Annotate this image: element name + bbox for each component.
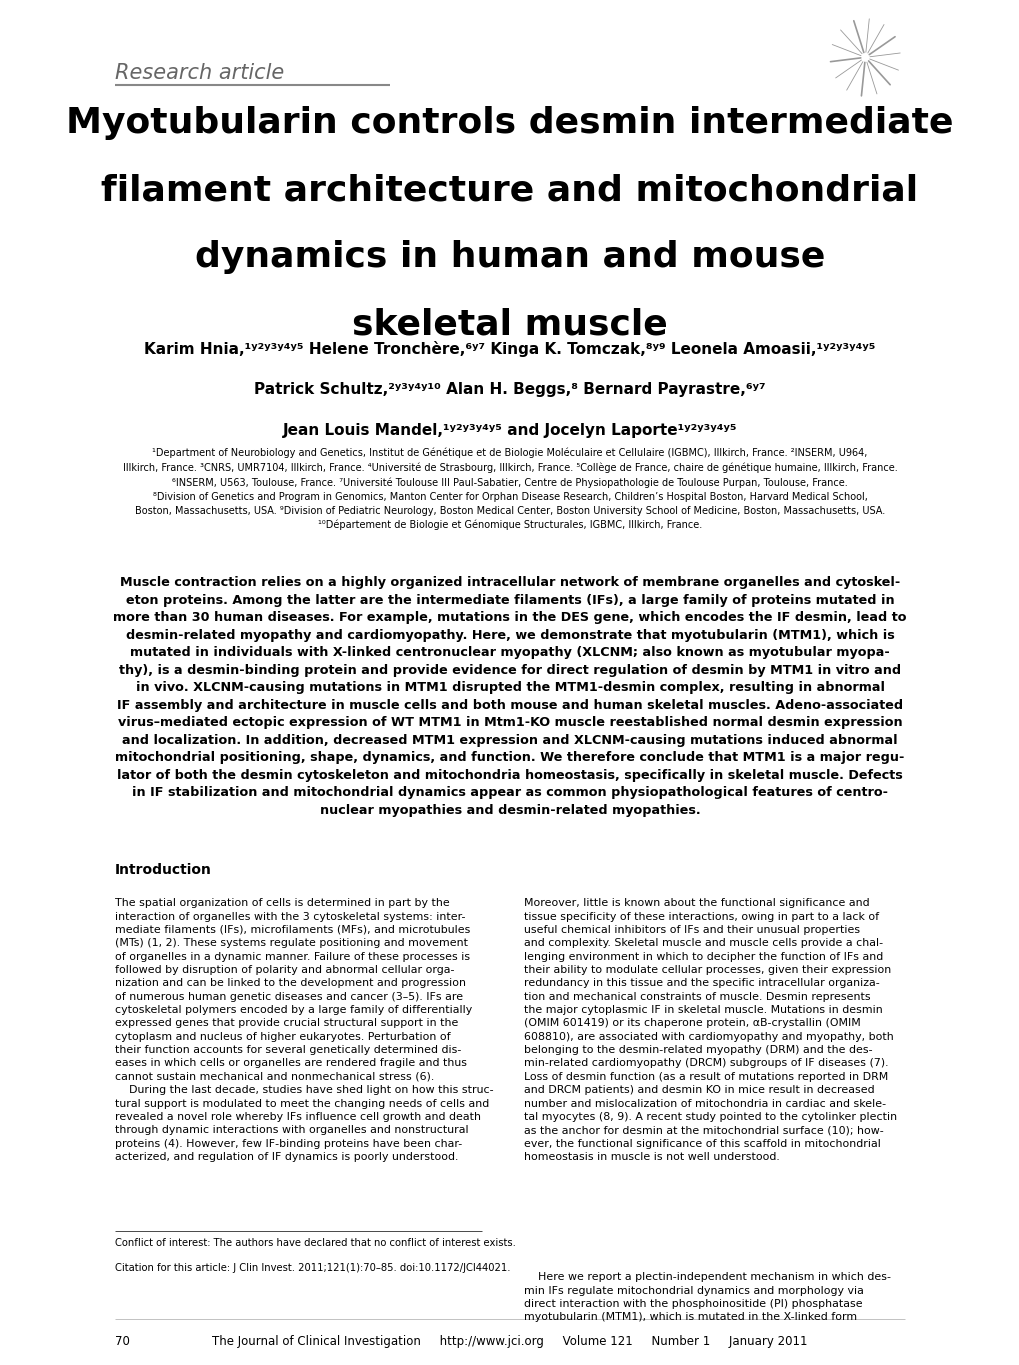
Text: Muscle contraction relies on a highly organized intracellular network of membran: Muscle contraction relies on a highly or… — [113, 576, 906, 816]
Text: Research article: Research article — [115, 63, 284, 83]
Text: Here we report a plectin-independent mechanism in which des-
min IFs regulate mi: Here we report a plectin-independent mec… — [524, 1272, 890, 1323]
Text: ¹Department of Neurobiology and Genetics, Institut de Génétique et de Biologie M: ¹Department of Neurobiology and Genetics… — [122, 448, 897, 531]
Text: Patrick Schultz,²ʸ³ʸ⁴ʸ¹⁰ Alan H. Beggs,⁸ Bernard Payrastre,⁶ʸ⁷: Patrick Schultz,²ʸ³ʸ⁴ʸ¹⁰ Alan H. Beggs,⁸… — [254, 382, 765, 397]
Text: filament architecture and mitochondrial: filament architecture and mitochondrial — [101, 173, 918, 207]
Text: Karim Hnia,¹ʸ²ʸ³ʸ⁴ʸ⁵ Helene Tronchère,⁶ʸ⁷ Kinga K. Tomczak,⁸ʸ⁹ Leonela Amoasii,¹: Karim Hnia,¹ʸ²ʸ³ʸ⁴ʸ⁵ Helene Tronchère,⁶ʸ… — [144, 341, 875, 358]
Text: The spatial organization of cells is determined in part by the
interaction of or: The spatial organization of cells is det… — [115, 898, 493, 1162]
Text: Myotubularin controls desmin intermediate: Myotubularin controls desmin intermediat… — [66, 106, 953, 141]
Text: Citation for this article: J Clin Invest. 2011;121(1):70–85. doi:10.1172/JCI4402: Citation for this article: J Clin Invest… — [115, 1263, 510, 1272]
Text: skeletal muscle: skeletal muscle — [352, 307, 667, 341]
Text: Moreover, little is known about the functional significance and
tissue specifici: Moreover, little is known about the func… — [524, 898, 896, 1162]
Text: dynamics in human and mouse: dynamics in human and mouse — [195, 240, 824, 274]
Text: Conflict of interest: The authors have declared that no conflict of interest exi: Conflict of interest: The authors have d… — [115, 1238, 516, 1248]
Text: Jean Louis Mandel,¹ʸ²ʸ³ʸ⁴ʸ⁵ and Jocelyn Laporte¹ʸ²ʸ³ʸ⁴ʸ⁵: Jean Louis Mandel,¹ʸ²ʸ³ʸ⁴ʸ⁵ and Jocelyn … — [282, 423, 737, 438]
Text: 70: 70 — [115, 1335, 129, 1349]
Text: The Journal of Clinical Investigation     http://www.jci.org     Volume 121     : The Journal of Clinical Investigation ht… — [212, 1335, 807, 1349]
Text: Introduction: Introduction — [115, 863, 212, 876]
